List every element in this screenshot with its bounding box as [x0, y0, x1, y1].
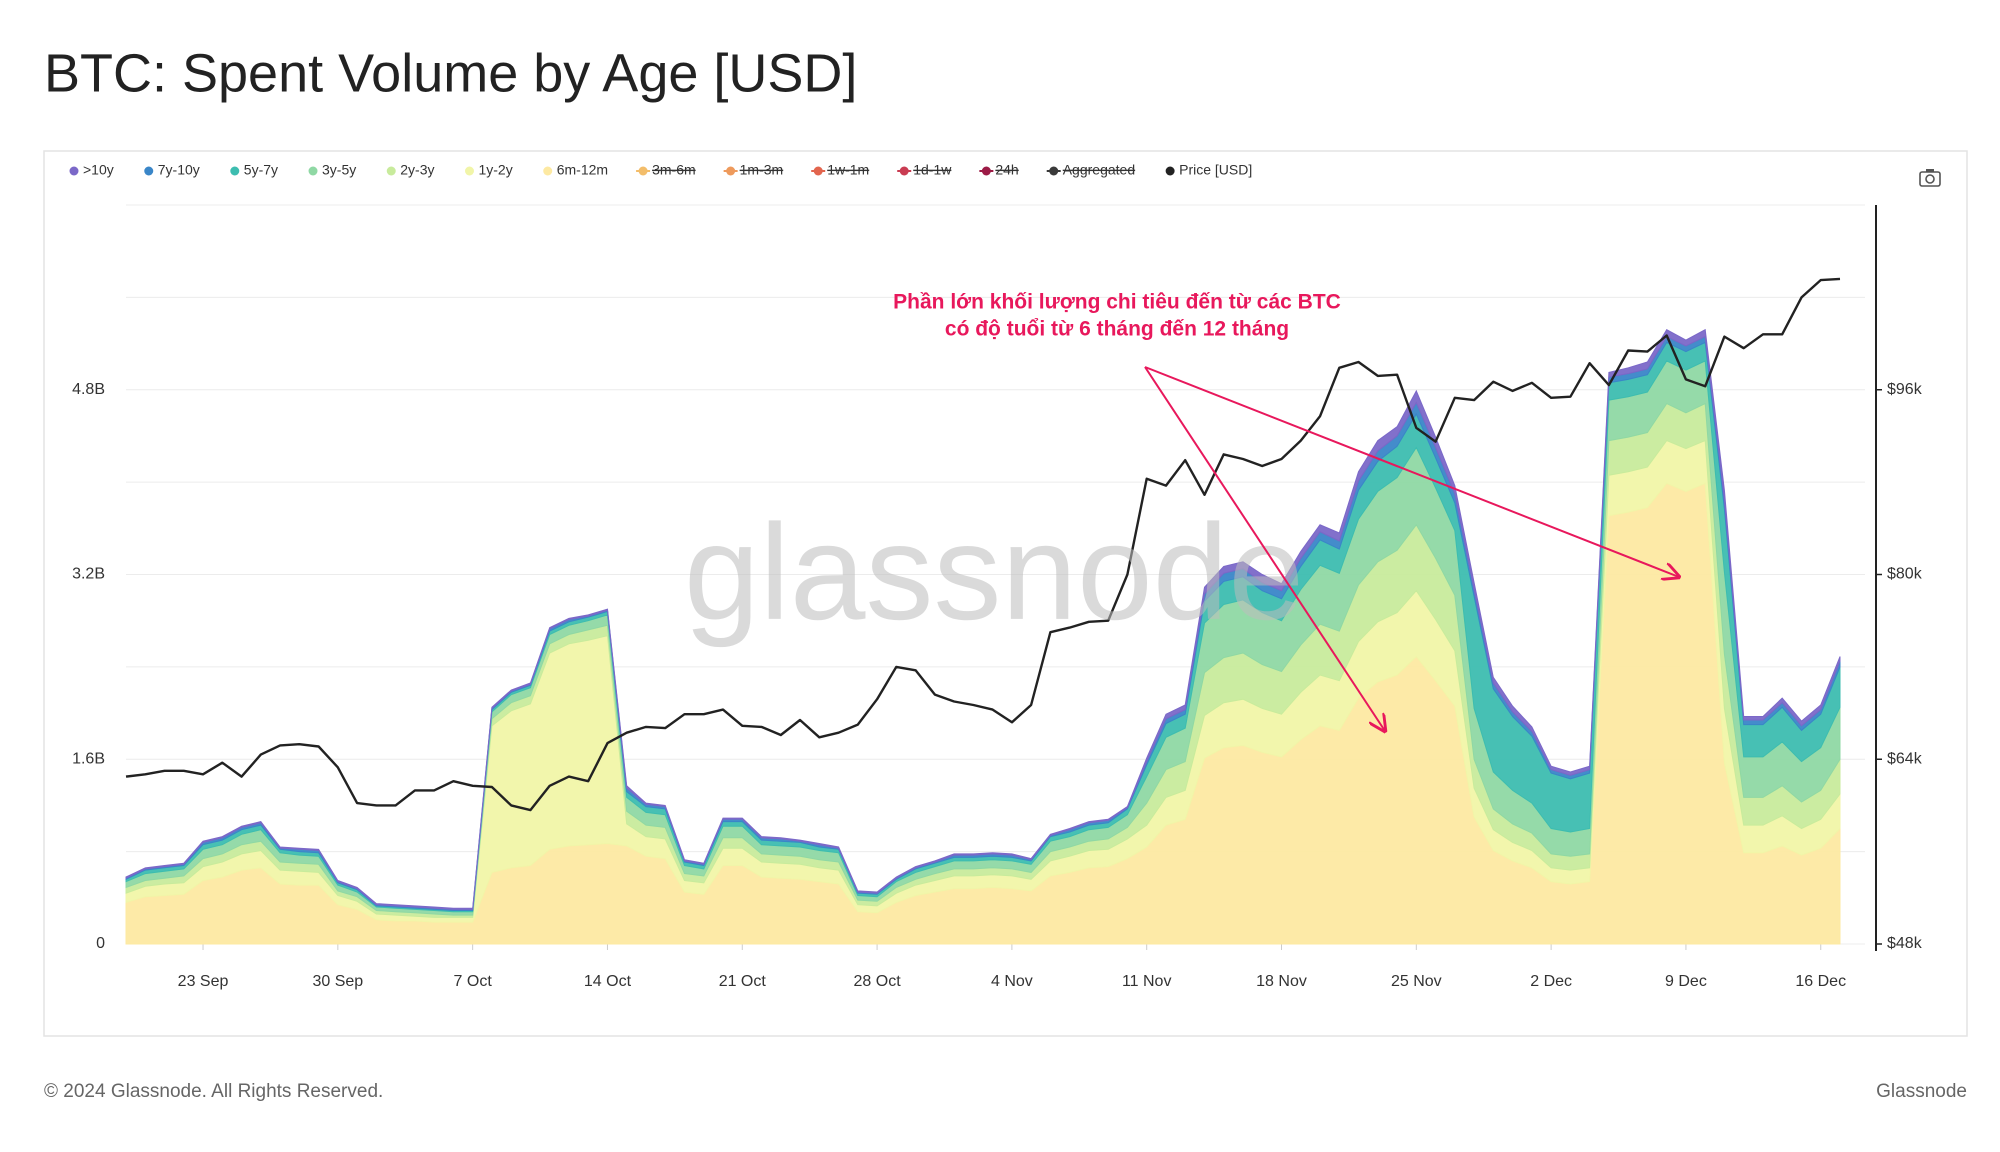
y-tick-label: 0	[96, 935, 105, 952]
y-tick-label: 1.6B	[72, 750, 105, 767]
annotation-text: Phần lớn khối lượng chi tiêu đến từ các …	[893, 291, 1341, 314]
legend: >10y 7y-10y 5y-7y 3y-5y 2y-3y 1y-2y 6m-12m 3m-6…	[69, 162, 1253, 178]
chart-panel	[43, 150, 1968, 1037]
x-tick-label: 7 Oct	[454, 973, 493, 990]
x-tick-label: 30 Sep	[312, 973, 363, 990]
legend-marker[interactable]	[308, 166, 318, 176]
legend-item[interactable]: 1y-2y	[464, 162, 513, 178]
legend-label[interactable]: Aggregated	[1063, 162, 1135, 178]
price-line	[125, 277, 1841, 812]
annotation-arrow	[1144, 366, 1679, 577]
x-tick-label: 25 Nov	[1391, 973, 1442, 990]
plot-layer: 0 1.6B 3.2B 4.8B $48k $64k $80k $96k 23 Sep 30 Se…	[72, 204, 1923, 990]
legend-item[interactable]: 5y-7y	[230, 162, 278, 178]
legend-marker[interactable]	[543, 166, 553, 176]
legend-item[interactable]: 3y-5y	[308, 162, 357, 178]
legend-label[interactable]: 2y-3y	[400, 162, 434, 178]
legend-item[interactable]: Aggregated	[1046, 162, 1135, 178]
y2-tick-label: $96k	[1887, 381, 1923, 398]
footer-brand: Glassnode	[1876, 1081, 1967, 1102]
x-tick-label: 16 Dec	[1795, 973, 1846, 990]
x-tick-label: 2 Dec	[1530, 973, 1572, 990]
legend-marker[interactable]	[144, 166, 154, 176]
x-tick-label: 18 Nov	[1256, 973, 1307, 990]
y2-tick-label: $48k	[1887, 935, 1923, 952]
legend-item[interactable]: 1d-1w	[897, 162, 952, 178]
legend-marker[interactable]	[1165, 166, 1175, 176]
legend-item[interactable]: 1m-3m	[723, 162, 784, 178]
legend-marker[interactable]	[230, 166, 240, 176]
legend-item[interactable]: 24h	[979, 162, 1019, 178]
legend-label[interactable]: 1m-3m	[740, 162, 784, 178]
y-tick-label: 3.2B	[72, 566, 105, 583]
y-tick-label: 4.8B	[72, 381, 105, 398]
legend-label[interactable]: 6m-12m	[557, 162, 608, 178]
annotation-arrow	[1144, 366, 1385, 731]
legend-label[interactable]: >10y	[83, 162, 114, 178]
x-tick-label: 9 Dec	[1665, 973, 1707, 990]
legend-label[interactable]: 3m-6m	[652, 162, 696, 178]
x-tick-label: 4 Nov	[991, 973, 1033, 990]
camera-icon[interactable]	[1919, 169, 1941, 187]
camera-top[interactable]	[1926, 169, 1934, 172]
x-tick-label: 14 Oct	[584, 973, 632, 990]
y2-tick-label: $80k	[1887, 566, 1923, 583]
legend-item[interactable]: 7y-10y	[144, 162, 200, 178]
legend-item[interactable]: Price [USD]	[1165, 162, 1253, 178]
legend-marker[interactable]	[464, 166, 474, 176]
y2-tick-label: $64k	[1887, 750, 1923, 767]
legend-label[interactable]: 24h	[995, 162, 1018, 178]
area--10y	[125, 328, 1841, 910]
legend-label[interactable]: 5y-7y	[244, 162, 278, 178]
annotation-text: có độ tuổi từ 6 tháng đến 12 tháng	[945, 318, 1289, 341]
camera-lens[interactable]	[1925, 174, 1935, 184]
legend-label[interactable]: 7y-10y	[158, 162, 200, 178]
x-tick-label: 11 Nov	[1122, 973, 1172, 990]
legend-item[interactable]: 2y-3y	[386, 162, 435, 178]
legend-item[interactable]: >10y	[69, 162, 114, 178]
legend-label[interactable]: 1y-2y	[478, 162, 512, 178]
legend-label[interactable]: 1w-1m	[827, 162, 869, 178]
legend-marker[interactable]	[69, 166, 79, 176]
legend-label[interactable]: 1d-1w	[913, 162, 952, 178]
legend-label[interactable]: Price [USD]	[1179, 162, 1252, 178]
x-tick-label: 28 Oct	[854, 973, 902, 990]
chart-title: BTC: Spent Volume by Age [USD]	[44, 43, 857, 103]
legend-label[interactable]: 3y-5y	[322, 162, 356, 178]
legend-item[interactable]: 6m-12m	[543, 162, 608, 178]
legend-item[interactable]: 1w-1m	[811, 162, 869, 178]
footer-copyright: © 2024 Glassnode. All Rights Reserved.	[44, 1081, 383, 1102]
x-tick-label: 23 Sep	[178, 973, 229, 990]
legend-marker[interactable]	[386, 166, 396, 176]
watermark: glassnode	[684, 496, 1304, 648]
x-tick-label: 21 Oct	[719, 973, 767, 990]
legend-item[interactable]: 3m-6m	[636, 162, 696, 178]
